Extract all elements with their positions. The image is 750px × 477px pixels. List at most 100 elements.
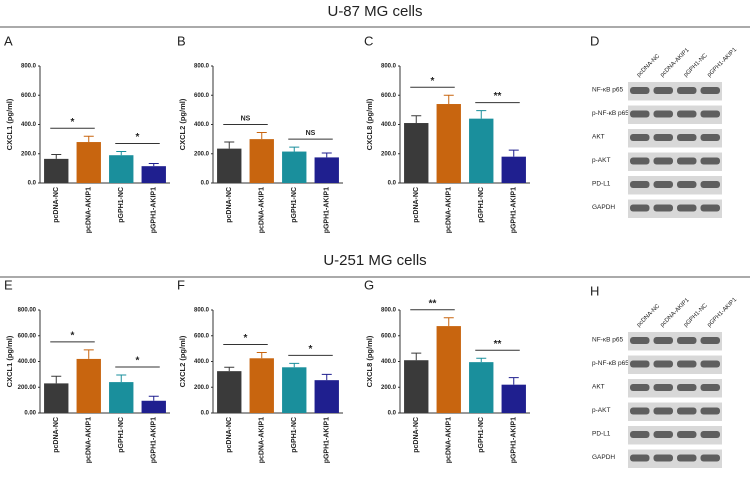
bar bbox=[249, 139, 274, 183]
blot-band bbox=[653, 204, 673, 212]
blot-strip bbox=[628, 176, 722, 195]
error-bar bbox=[116, 374, 127, 383]
x-tick-label: pcDNA-NC bbox=[413, 417, 420, 453]
y-tick-label: 200.0 bbox=[194, 385, 210, 391]
error-bar bbox=[289, 146, 300, 152]
x-tick-label: pcDNA-AKIP1 bbox=[446, 187, 453, 233]
error-bar bbox=[508, 149, 519, 157]
blot-band bbox=[630, 360, 650, 368]
x-tick-label: pGPH1-AKIP1 bbox=[511, 417, 518, 463]
blot-band bbox=[677, 87, 697, 94]
blot-strip bbox=[628, 129, 722, 148]
blot-strip bbox=[628, 402, 722, 421]
blot-band bbox=[653, 110, 673, 118]
y-tick-label: 400.00 bbox=[18, 359, 37, 365]
x-tick-label: pGPH1-NC bbox=[478, 187, 485, 223]
panel-label: C bbox=[364, 33, 373, 48]
bar bbox=[109, 155, 134, 183]
blot-band bbox=[677, 110, 697, 118]
x-tick-label: pcDNA-AKIP1 bbox=[259, 417, 266, 463]
y-tick-label: 0.0 bbox=[388, 181, 397, 187]
y-axis-label: CXCL1 (pg/ml) bbox=[5, 335, 14, 387]
y-tick-label: 400.0 bbox=[194, 122, 210, 128]
y-tick-label: 600.0 bbox=[194, 333, 210, 339]
significance-label: * bbox=[244, 333, 248, 344]
lane-label: pGPH1-NC bbox=[683, 52, 709, 78]
blot-row-label: p-NF-κB p65 bbox=[592, 360, 629, 367]
bar bbox=[141, 166, 166, 183]
x-tick-label: pcDNA-NC bbox=[53, 417, 60, 453]
blot-band bbox=[630, 181, 650, 188]
x-tick-label: pGPH1-NC bbox=[291, 187, 298, 223]
blot-strip bbox=[628, 379, 722, 398]
bar bbox=[314, 157, 339, 183]
error-bar bbox=[508, 377, 519, 385]
blot-band bbox=[630, 407, 650, 415]
bar bbox=[76, 358, 101, 413]
lane-label: pGPH1-AKIP1 bbox=[707, 296, 739, 328]
y-tick-label: 800.0 bbox=[194, 308, 210, 314]
section-title: U-251 MG cells bbox=[323, 252, 426, 269]
bar bbox=[109, 382, 134, 413]
y-tick-label: 400.0 bbox=[381, 359, 397, 365]
blot-row-label: AKT bbox=[592, 384, 605, 391]
x-tick-label: pGPH1-AKIP1 bbox=[151, 417, 158, 463]
y-tick-label: 200.0 bbox=[194, 151, 210, 157]
y-tick-label: 200.0 bbox=[21, 151, 37, 157]
y-tick-label: 400.0 bbox=[21, 122, 37, 128]
x-tick-label: pGPH1-NC bbox=[291, 417, 298, 453]
error-bar bbox=[443, 317, 454, 327]
blot-band bbox=[630, 454, 650, 462]
y-tick-label: 0.00 bbox=[24, 411, 36, 417]
panel-label: G bbox=[364, 277, 374, 292]
lane-label: pGPH1-AKIP1 bbox=[707, 46, 739, 78]
blot-strip bbox=[628, 199, 722, 218]
error-bar bbox=[443, 94, 454, 105]
blot-band bbox=[653, 454, 673, 462]
bar bbox=[404, 123, 429, 183]
panel-label: E bbox=[4, 277, 13, 292]
significance-label: NS bbox=[241, 115, 251, 122]
significance-label: * bbox=[71, 117, 75, 128]
blot-strip bbox=[628, 332, 722, 351]
bar bbox=[436, 104, 461, 183]
y-tick-label: 0.0 bbox=[28, 181, 37, 187]
x-tick-label: pcDNA-NC bbox=[226, 417, 233, 453]
blot-strip bbox=[628, 152, 722, 171]
y-tick-label: 0.0 bbox=[201, 411, 210, 417]
y-axis-label: CXCL2 (pg/ml) bbox=[178, 335, 187, 387]
blot-strip bbox=[628, 82, 722, 101]
x-tick-label: pGPH1-AKIP1 bbox=[324, 417, 331, 463]
blot-band bbox=[677, 157, 697, 165]
blot-row-label: GAPDH bbox=[592, 204, 615, 211]
blot-band bbox=[630, 87, 650, 94]
error-bar bbox=[289, 362, 300, 368]
bar bbox=[282, 367, 307, 413]
significance-label: ** bbox=[494, 91, 502, 102]
blot-band bbox=[653, 157, 673, 165]
blot-band bbox=[700, 134, 720, 141]
blot-band bbox=[700, 110, 720, 118]
significance-label: * bbox=[431, 76, 435, 87]
blot-strip bbox=[628, 105, 722, 124]
y-axis-label: CXCL8 (pg/ml) bbox=[365, 98, 374, 150]
significance-label: ** bbox=[429, 298, 437, 309]
y-tick-label: 600.00 bbox=[18, 333, 37, 339]
error-bar bbox=[256, 351, 267, 359]
x-tick-label: pGPH1-AKIP1 bbox=[511, 187, 518, 233]
blot-band bbox=[700, 360, 720, 368]
bar bbox=[76, 142, 101, 183]
blot-row-label: GAPDH bbox=[592, 454, 615, 461]
significance-label: * bbox=[309, 344, 313, 355]
error-bar bbox=[321, 152, 332, 158]
error-bar bbox=[321, 373, 332, 381]
x-tick-label: pcDNA-AKIP1 bbox=[86, 187, 93, 233]
section-title: U-87 MG cells bbox=[327, 3, 422, 20]
x-tick-label: pcDNA-NC bbox=[53, 187, 60, 223]
y-axis-label: CXCL8 (pg/ml) bbox=[365, 335, 374, 387]
error-bar bbox=[224, 366, 235, 372]
bar bbox=[44, 383, 69, 413]
blot-strip bbox=[628, 355, 722, 374]
bar bbox=[141, 400, 166, 413]
blot-band bbox=[630, 431, 650, 438]
